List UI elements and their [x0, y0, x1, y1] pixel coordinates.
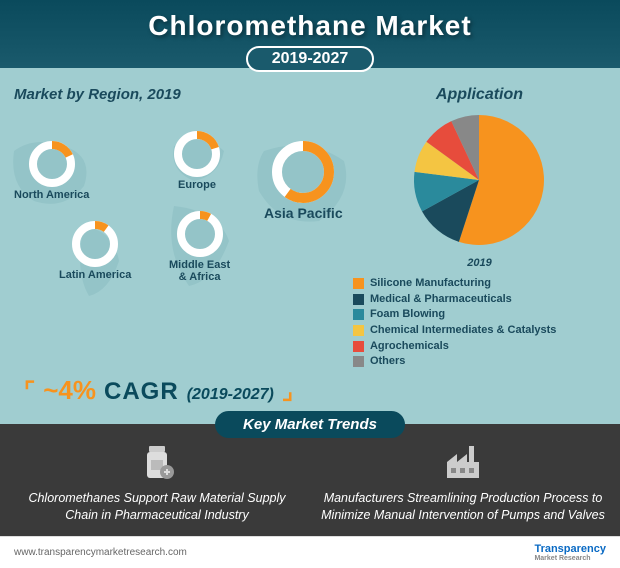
- trend-text-1: Chloromethanes Support Raw Material Supp…: [14, 490, 300, 524]
- trend-text-2: Manufacturers Streamlining Production Pr…: [320, 490, 606, 524]
- application-pie-chart: [409, 110, 549, 250]
- legend-item: Others: [353, 355, 606, 368]
- region-label: Europe: [178, 179, 216, 191]
- trends-pill: Key Market Trends: [215, 411, 405, 438]
- region-label: North America: [14, 189, 89, 201]
- legend-swatch: [353, 294, 364, 305]
- region-heading: Market by Region, 2019: [14, 86, 343, 103]
- trend-card-1: Chloromethanes Support Raw Material Supp…: [14, 440, 300, 524]
- infographic-container: Chloromethane Market 2019-2027 Market by…: [0, 0, 620, 568]
- region-donut: [72, 221, 118, 267]
- cagr-value: ~4%: [43, 375, 96, 406]
- legend-swatch: [353, 341, 364, 352]
- logo-main: Transparency: [534, 543, 606, 555]
- region-column: Market by Region, 2019 North America Eur…: [14, 86, 343, 416]
- legend-swatch: [353, 325, 364, 336]
- legend-label: Others: [370, 355, 405, 368]
- footer-url: www.transparencymarketresearch.com: [14, 547, 187, 558]
- legend-label: Foam Blowing: [370, 308, 445, 321]
- region-asia-pacific: Asia Pacific: [264, 141, 343, 221]
- application-legend: Silicone Manufacturing Medical & Pharmace…: [353, 277, 606, 368]
- cagr-label: CAGR: [104, 378, 179, 406]
- main-title: Chloromethane Market: [0, 10, 620, 42]
- cagr-row: ⌜ ~4% CAGR (2019-2027) ⌟: [24, 375, 293, 406]
- region-latin-america: Latin America: [59, 221, 131, 281]
- medicine-bottle-icon: [135, 440, 179, 484]
- region-label: Middle East& Africa: [169, 259, 230, 283]
- legend-item: Foam Blowing: [353, 308, 606, 321]
- legend-item: Silicone Manufacturing: [353, 277, 606, 290]
- region-label: Asia Pacific: [264, 205, 343, 221]
- region-north-america: North America: [14, 141, 89, 201]
- pie-year-label: 2019: [353, 257, 606, 269]
- region-donut: [174, 131, 220, 177]
- region-europe: Europe: [174, 131, 220, 191]
- year-range-pill: 2019-2027: [246, 46, 375, 72]
- legend-label: Agrochemicals: [370, 340, 449, 353]
- legend-label: Medical & Pharmaceuticals: [370, 293, 512, 306]
- legend-swatch: [353, 309, 364, 320]
- legend-label: Chemical Intermediates & Catalysts: [370, 324, 556, 337]
- region-donut: [29, 141, 75, 187]
- cagr-bracket-right: ⌟: [282, 377, 293, 406]
- cagr-years: (2019-2027): [187, 386, 274, 404]
- footer-logo: Transparency Market Research: [534, 543, 606, 562]
- legend-swatch: [353, 356, 364, 367]
- region-donut: [272, 141, 334, 203]
- legend-swatch: [353, 278, 364, 289]
- legend-label: Silicone Manufacturing: [370, 277, 491, 290]
- footer: www.transparencymarketresearch.com Trans…: [0, 536, 620, 568]
- application-column: Application 2019 Silicone Manufacturing M…: [343, 86, 606, 416]
- logo-sub: Market Research: [534, 555, 606, 562]
- trends-panel: Chloromethanes Support Raw Material Supp…: [0, 424, 620, 536]
- legend-item: Medical & Pharmaceuticals: [353, 293, 606, 306]
- cagr-bracket-left: ⌜: [24, 377, 35, 406]
- trend-card-2: Manufacturers Streamlining Production Pr…: [320, 440, 606, 524]
- region-map-area: North America Europe Asia Pacific Latin …: [14, 111, 343, 311]
- pie-wrap: 2019: [353, 110, 606, 269]
- main-panel: Market by Region, 2019 North America Eur…: [0, 68, 620, 424]
- region-label: Latin America: [59, 269, 131, 281]
- region-middle-east-africa: Middle East& Africa: [169, 211, 230, 283]
- application-heading: Application: [353, 86, 606, 104]
- factory-icon: [441, 440, 485, 484]
- legend-item: Chemical Intermediates & Catalysts: [353, 324, 606, 337]
- region-donut: [177, 211, 223, 257]
- legend-item: Agrochemicals: [353, 340, 606, 353]
- header: Chloromethane Market 2019-2027: [0, 0, 620, 68]
